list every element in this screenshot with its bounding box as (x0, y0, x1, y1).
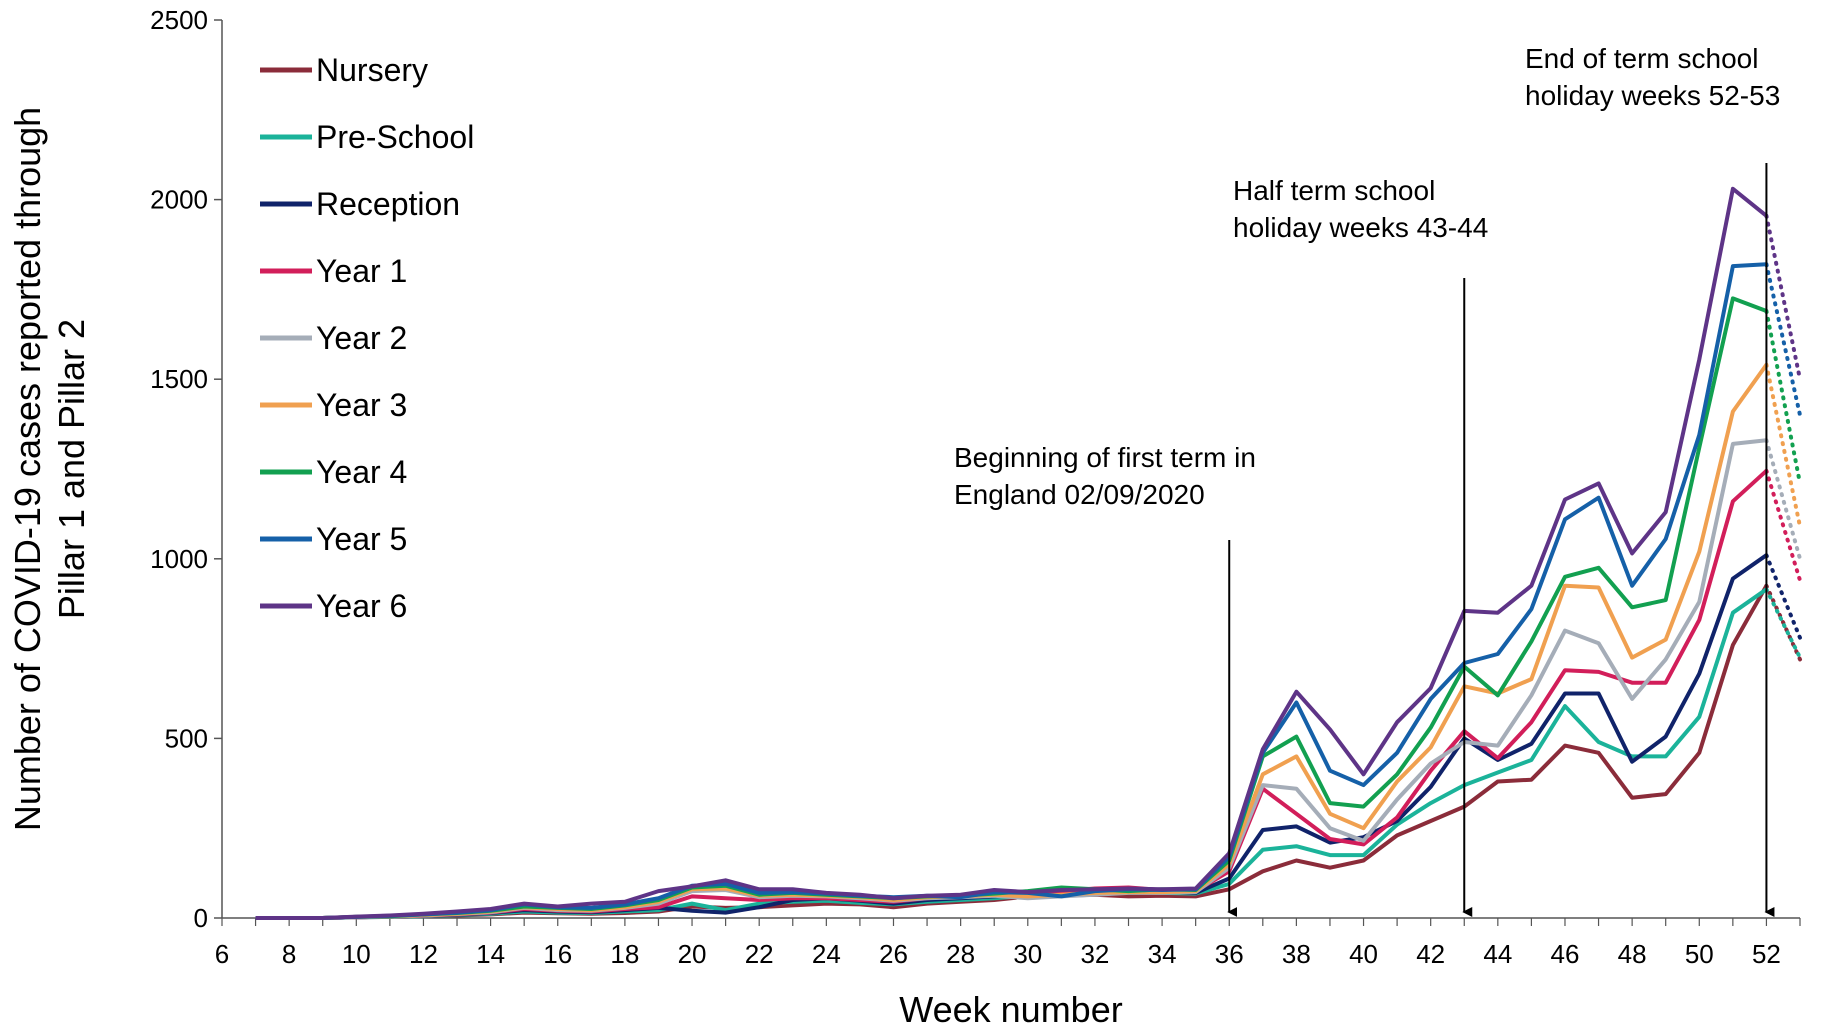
series-projection-year-1 (1764, 468, 1802, 583)
legend-label: Reception (316, 186, 460, 222)
x-tick-label: 22 (745, 939, 774, 969)
series-projection-year-4 (1764, 309, 1802, 486)
legend-label: Year 2 (316, 320, 407, 356)
x-tick-label: 46 (1551, 939, 1580, 969)
x-tick-label: 30 (1013, 939, 1042, 969)
series-line-year-1 (255, 469, 1768, 920)
series-line-nursery (255, 584, 1769, 920)
y-axis-title-line-2: Pillar 1 and Pillar 2 (51, 319, 92, 619)
x-tick-label: 14 (476, 939, 505, 969)
legend-label: Year 6 (316, 588, 407, 624)
legend: Nursery Pre-School Reception Year 1 Year 2 Ye… (260, 52, 474, 624)
x-tick-label: 34 (1148, 939, 1177, 969)
legend-label: Year 5 (316, 521, 407, 557)
x-tick-label: 20 (678, 939, 707, 969)
x-tick-label: 10 (342, 939, 371, 969)
legend-label: Year 1 (316, 253, 407, 289)
x-tick-label: 28 (946, 939, 975, 969)
series-projection-year-2 (1764, 438, 1802, 561)
x-axis-title: Week number (899, 989, 1122, 1030)
x-tick-label: 50 (1685, 939, 1714, 969)
annotation-text: holiday weeks 43-44 (1233, 212, 1488, 243)
series-projection-year-6 (1764, 213, 1802, 382)
x-tick-label: 48 (1618, 939, 1647, 969)
annotation-text: Beginning of first term in (954, 442, 1256, 473)
series-line-pre-school (255, 587, 1768, 920)
x-tick-label: 12 (409, 939, 438, 969)
series-line-year-6 (255, 186, 1768, 920)
y-tick-label: 2500 (150, 5, 208, 35)
x-tick-label: 26 (879, 939, 908, 969)
annotation-text: End of term school (1525, 43, 1758, 74)
x-tick-label: 36 (1215, 939, 1244, 969)
x-tick-label: 42 (1416, 939, 1445, 969)
axes: 0 500 1000 1500 2000 2500 6 8 10 12 14 16 18 20 22 24 26… (150, 5, 1801, 969)
annotations: Beginning of first term in England 02/09/… (954, 43, 1780, 917)
legend-label: Year 3 (316, 387, 407, 423)
x-tick-label: 18 (610, 939, 639, 969)
x-tick-label: 38 (1282, 939, 1311, 969)
y-tick-label: 2000 (150, 185, 208, 215)
y-axis-title-line-1: Number of COVID-19 cases reported throug… (7, 107, 48, 831)
series-projection-nursery (1764, 583, 1802, 662)
x-tick-label: 6 (215, 939, 229, 969)
series-projection-year-5 (1764, 262, 1802, 418)
x-tick-label: 44 (1483, 939, 1512, 969)
y-axis-title: Number of COVID-19 cases reported throug… (7, 107, 92, 831)
x-tick-label: 32 (1080, 939, 1109, 969)
y-tick-label: 1000 (150, 544, 208, 574)
legend-label: Year 4 (316, 454, 407, 490)
x-tick-label: 24 (812, 939, 841, 969)
y-tick-label: 0 (194, 903, 208, 933)
series-line-reception (255, 553, 1768, 920)
series-line-year-5 (255, 262, 1767, 920)
x-tick-label: 8 (282, 939, 296, 969)
y-tick-label: 1500 (150, 364, 208, 394)
series-lines (255, 186, 1802, 920)
legend-label: Nursery (316, 52, 428, 88)
series-line-year-4 (255, 296, 1768, 920)
series-projection-reception (1764, 553, 1802, 640)
series-projection-year-3 (1764, 362, 1802, 529)
x-tick-label: 52 (1752, 939, 1781, 969)
x-tick-label: 16 (543, 939, 572, 969)
annotation-text: England 02/09/2020 (954, 479, 1205, 510)
series-line-year-2 (255, 438, 1767, 920)
legend-label: Pre-School (316, 119, 474, 155)
y-tick-label: 500 (165, 723, 208, 753)
x-tick-label: 40 (1349, 939, 1378, 969)
series-projection-pre-school (1764, 587, 1802, 660)
annotation-text: holiday weeks 52-53 (1525, 80, 1780, 111)
annotation-text: Half term school (1233, 175, 1435, 206)
